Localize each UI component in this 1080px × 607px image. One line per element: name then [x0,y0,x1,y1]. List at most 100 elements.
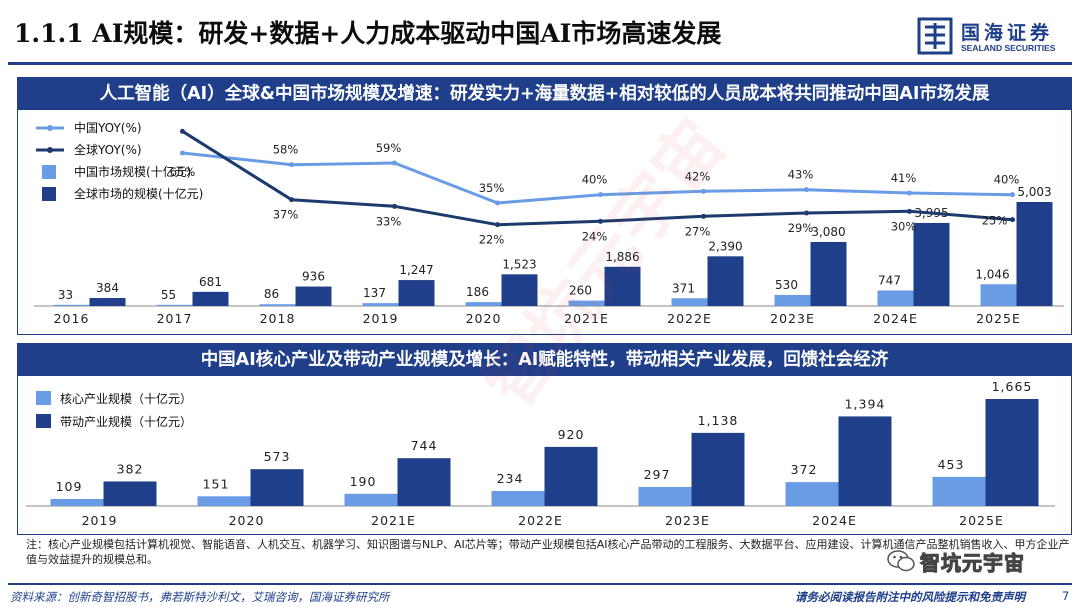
chart1-china-value-label: 371 [672,281,695,295]
chart1-global-bar [604,266,641,306]
chart2-driven-bar [691,432,745,506]
chart1-global-value-label: 936 [302,270,325,284]
chart1-global-yoy-label: 30% [891,219,917,233]
chart1-global-value-label: 5,003 [1017,185,1051,199]
chart1-global-yoy-point [495,222,500,228]
chart1-china-bar [877,290,914,306]
chart2-driven-bar [838,416,892,506]
chart1-china-bar [53,304,90,306]
chart1-china-bar [774,294,811,306]
chart1-china-yoy-label: 40% [582,173,608,187]
logo-en-text: SEALAND SECURITIES [961,43,1056,53]
chart2-x-tick-label: 2024E [812,513,857,528]
chart1-global-bar [1016,202,1053,306]
chart1-global-value-label: 1,523 [502,257,536,271]
chart2-core-value-label: 151 [203,476,230,491]
legend-china-size-swatch [42,165,56,179]
chart1-china-yoy-point [180,150,185,156]
logo-cn-text: 国海证券 [961,22,1054,44]
chart2-driven-value-label: 1,665 [992,379,1033,394]
chart1-china-bar [465,302,502,306]
chart2-driven-value-label: 1,138 [698,413,739,428]
wechat-icon [887,550,915,572]
chart1-global-yoy-point [180,128,185,134]
chart2-core-value-label: 109 [56,479,83,494]
chart2-core-bar [50,498,104,506]
chart1-global-value-label: 1,247 [399,263,433,277]
chart2-driven-value-label: 744 [411,438,438,453]
chart1-global-bar [89,298,126,306]
chart1-x-tick-label: 2021E [564,311,609,326]
page-number: 7 [1062,589,1070,603]
chart2-x-tick-label: 2022E [518,513,563,528]
chart2-driven-bar [544,446,598,506]
chart1-china-value-label: 260 [569,284,592,298]
chart2-x-tick-label: 2021E [371,513,416,528]
chart1-china-value-label: 55 [161,288,176,302]
legend-china-yoy-marker [47,125,53,131]
chart1-svg: 33 384 2016 55 681 2017 86 936 2018 137 1,247 2019 1… [34,120,1064,326]
chart1-global-yoy-label: 33% [376,214,402,228]
chart1-china-yoy-label: 43% [788,168,814,182]
chart1-china-yoy-point [804,187,809,193]
chart2-core-bar [638,486,692,506]
chart1-x-tick-label: 2018 [260,311,296,326]
chart1-china-value-label: 1,046 [975,267,1009,281]
sealand-logo-icon [917,17,953,55]
chart2-driven-bar [397,458,451,506]
company-logo: 国海证券 SEALAND SECURITIES [917,17,1072,57]
chart2-core-bar [197,496,251,506]
chart1-x-tick-label: 2023E [770,311,815,326]
chart2-core-bar [932,476,986,506]
chart1-china-value-label: 747 [878,273,901,287]
chart1-global-yoy-point [1010,217,1015,223]
chart1-china-yoy-label: 35% [479,181,505,195]
chart2-driven-value-label: 1,394 [845,396,886,411]
chart1-global-yoy-point [289,197,294,203]
chart2-legend-label: 核心产业规模（十亿元） [60,391,192,406]
chart1-x-tick-label: 2016 [54,311,90,326]
chart1-global-yoy-label: 22% [479,233,505,247]
chart1-global-yoy-point [907,208,912,214]
chart1-x-tick-label: 2022E [667,311,712,326]
chart1-global-value-label: 681 [199,275,222,289]
footer-disclaimer: 请务必阅读报告附注中的风险提示和免责声明 [795,590,1025,604]
chart1-china-yoy-label: 58% [273,143,299,157]
chart2-core-value-label: 372 [791,462,818,477]
chart1-global-yoy-label: 27% [685,224,711,238]
chart2-x-tick-label: 2023E [665,513,710,528]
chart1-x-tick-label: 2025E [976,311,1021,326]
chart2-core-value-label: 297 [644,467,671,482]
chart2-driven-value-label: 573 [264,449,291,464]
legend-global-size-swatch [42,187,56,201]
chart1-global-yoy-label: 37% [273,208,299,222]
chart1-global-bar [295,286,332,306]
chart1-global-bar [913,222,950,306]
page-title: 1.1.1 AI规模：研发+数据+人力成本驱动中国AI市场高速发展 [14,19,722,48]
wechat-label: 智坑元宇宙 [920,551,1025,576]
chart1-banner: 人工智能（AI）全球&中国市场规模及增速：研发实力+海量数据+相对较低的人员成本… [18,78,1071,110]
chart1-china-yoy-point [495,200,500,206]
chart2-panel: 中国AI核心产业及带动产业规模及增长：AI赋能特性，带动相关产业发展，回馈社会经… [17,343,1072,535]
chart1-global-yoy-point [392,203,397,209]
chart1-china-yoy-point [701,188,706,194]
chart1-x-tick-label: 2020 [466,311,502,326]
chart2-x-tick-label: 2025E [959,513,1004,528]
legend-global-yoy-marker [47,147,53,153]
chart2-banner: 中国AI核心产业及带动产业规模及增长：AI赋能特性，带动相关产业发展，回馈社会经… [18,344,1071,376]
chart1-global-value-label: 1,886 [605,250,639,264]
chart1-x-tick-label: 2019 [363,311,399,326]
wechat-badge: 智坑元宇宙 [884,546,1074,576]
chart2-legend-label: 带动产业规模（十亿元） [60,414,192,429]
chart1-china-value-label: 86 [264,287,279,301]
chart2-svg: 109 382 2019 151 573 2020 190 744 2021E 234 920 202… [26,379,1055,528]
chart1-global-bar [501,274,538,306]
chart1-x-tick-label: 2017 [157,311,193,326]
chart1-global-yoy-label: 25% [982,214,1008,228]
legend-core-swatch [36,391,51,405]
chart1-china-value-label: 33 [58,288,73,302]
chart1-china-value-label: 530 [775,278,798,292]
chart1-china-yoy-label: 59% [376,141,402,155]
chart1-china-bar [568,300,605,306]
chart1-global-bar [192,291,229,306]
